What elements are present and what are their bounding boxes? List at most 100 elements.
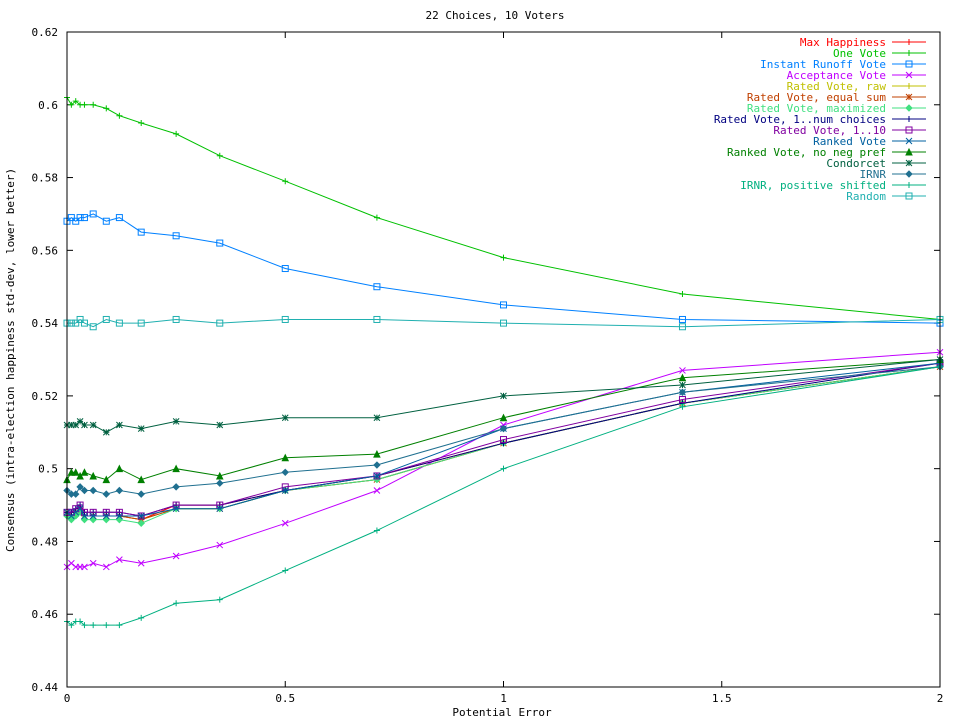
data-point (678, 315, 686, 323)
legend-entry: Rated Vote, 1..num choices (714, 113, 926, 126)
data-point (500, 436, 507, 444)
data-point (80, 319, 88, 327)
legend-label: Ranked Vote (813, 135, 886, 148)
legend-label: Rated Vote, 1..10 (773, 124, 886, 137)
data-point (80, 214, 88, 222)
data-point (137, 475, 146, 484)
y-tick-label: 0.56 (32, 244, 59, 257)
data-point (81, 101, 88, 108)
data-point (102, 217, 110, 225)
data-point (89, 421, 97, 429)
data-point (137, 425, 145, 432)
x-tick-label: 1.5 (712, 692, 732, 705)
data-point (68, 512, 75, 520)
data-point (80, 486, 89, 495)
data-point (90, 101, 97, 108)
data-point (89, 323, 97, 331)
data-point (67, 468, 76, 476)
legend-label: Condorcet (826, 157, 886, 170)
data-point (116, 556, 123, 563)
data-point (216, 479, 224, 487)
data-point (115, 319, 123, 327)
data-point (678, 388, 687, 396)
data-point (68, 559, 75, 567)
data-point (172, 418, 180, 425)
legend-label: Instant Runoff Vote (760, 58, 886, 71)
data-point (116, 512, 123, 520)
x-tick-label: 2 (937, 692, 944, 705)
data-point (137, 519, 145, 527)
data-point (373, 487, 381, 494)
data-point (137, 228, 145, 236)
legend-label: Max Happiness (800, 36, 886, 49)
y-tick-label: 0.5 (38, 463, 58, 476)
data-point (282, 567, 289, 574)
data-point (72, 217, 80, 225)
y-tick-label: 0.52 (32, 390, 59, 403)
data-point (76, 214, 84, 222)
data-point (89, 486, 97, 495)
plot-frame (66, 31, 941, 688)
chart-title: 22 Choices, 10 Voters (425, 9, 564, 22)
data-point (89, 559, 97, 567)
legend-marker (906, 39, 912, 45)
legend-label: Random (846, 190, 886, 203)
legend-label: Rated Vote, raw (787, 80, 887, 93)
data-point (76, 315, 84, 323)
data-point (137, 490, 145, 498)
data-point (679, 367, 686, 374)
data-point (216, 152, 223, 159)
series-irnr (63, 363, 944, 498)
legend-entry: Max Happiness (800, 36, 926, 49)
data-point (172, 552, 180, 560)
data-point (500, 319, 507, 327)
y-axis-title: Consensus (intra-election happiness std-… (4, 168, 17, 552)
x-tick-label: 0.5 (275, 692, 295, 705)
data-point (103, 622, 110, 629)
legend-entry: One Vote (833, 47, 926, 60)
data-point (76, 483, 84, 491)
data-point (67, 319, 75, 327)
data-point (281, 487, 289, 494)
data-point (281, 265, 289, 273)
data-point (68, 421, 75, 429)
y-tick-label: 0.44 (32, 681, 59, 694)
legend-entry: Acceptance Vote (787, 69, 926, 82)
legend-entry: Ranked Vote (813, 135, 926, 148)
data-point (81, 563, 88, 571)
data-point (216, 421, 224, 429)
x-tick-label: 1 (500, 692, 507, 705)
data-point (173, 130, 180, 137)
data-point (373, 315, 381, 323)
data-point (281, 468, 289, 477)
legend-entry: Ranked Vote, no neg pref (727, 146, 926, 159)
data-point (116, 421, 123, 429)
data-point (102, 475, 111, 484)
series-line-random (67, 318, 941, 328)
data-point (102, 428, 110, 436)
data-point (81, 421, 88, 429)
data-point (89, 471, 97, 480)
data-point (215, 471, 224, 480)
data-point (373, 449, 381, 458)
legend-entry: Rated Vote, raw (787, 80, 926, 93)
data-point (216, 596, 223, 603)
legend-marker (906, 50, 912, 56)
data-point (282, 178, 289, 185)
data-point (68, 622, 75, 629)
legend-entry: Rated Vote, 1..10 (773, 124, 926, 137)
data-point (102, 315, 110, 323)
data-point (77, 618, 84, 625)
data-point (172, 505, 180, 513)
data-point (76, 418, 84, 425)
legend-marker (906, 83, 912, 89)
data-point (172, 315, 180, 323)
data-point (500, 254, 507, 261)
legend-marker (905, 60, 913, 68)
data-point (81, 512, 88, 520)
data-point (137, 512, 145, 520)
data-point (71, 468, 80, 476)
